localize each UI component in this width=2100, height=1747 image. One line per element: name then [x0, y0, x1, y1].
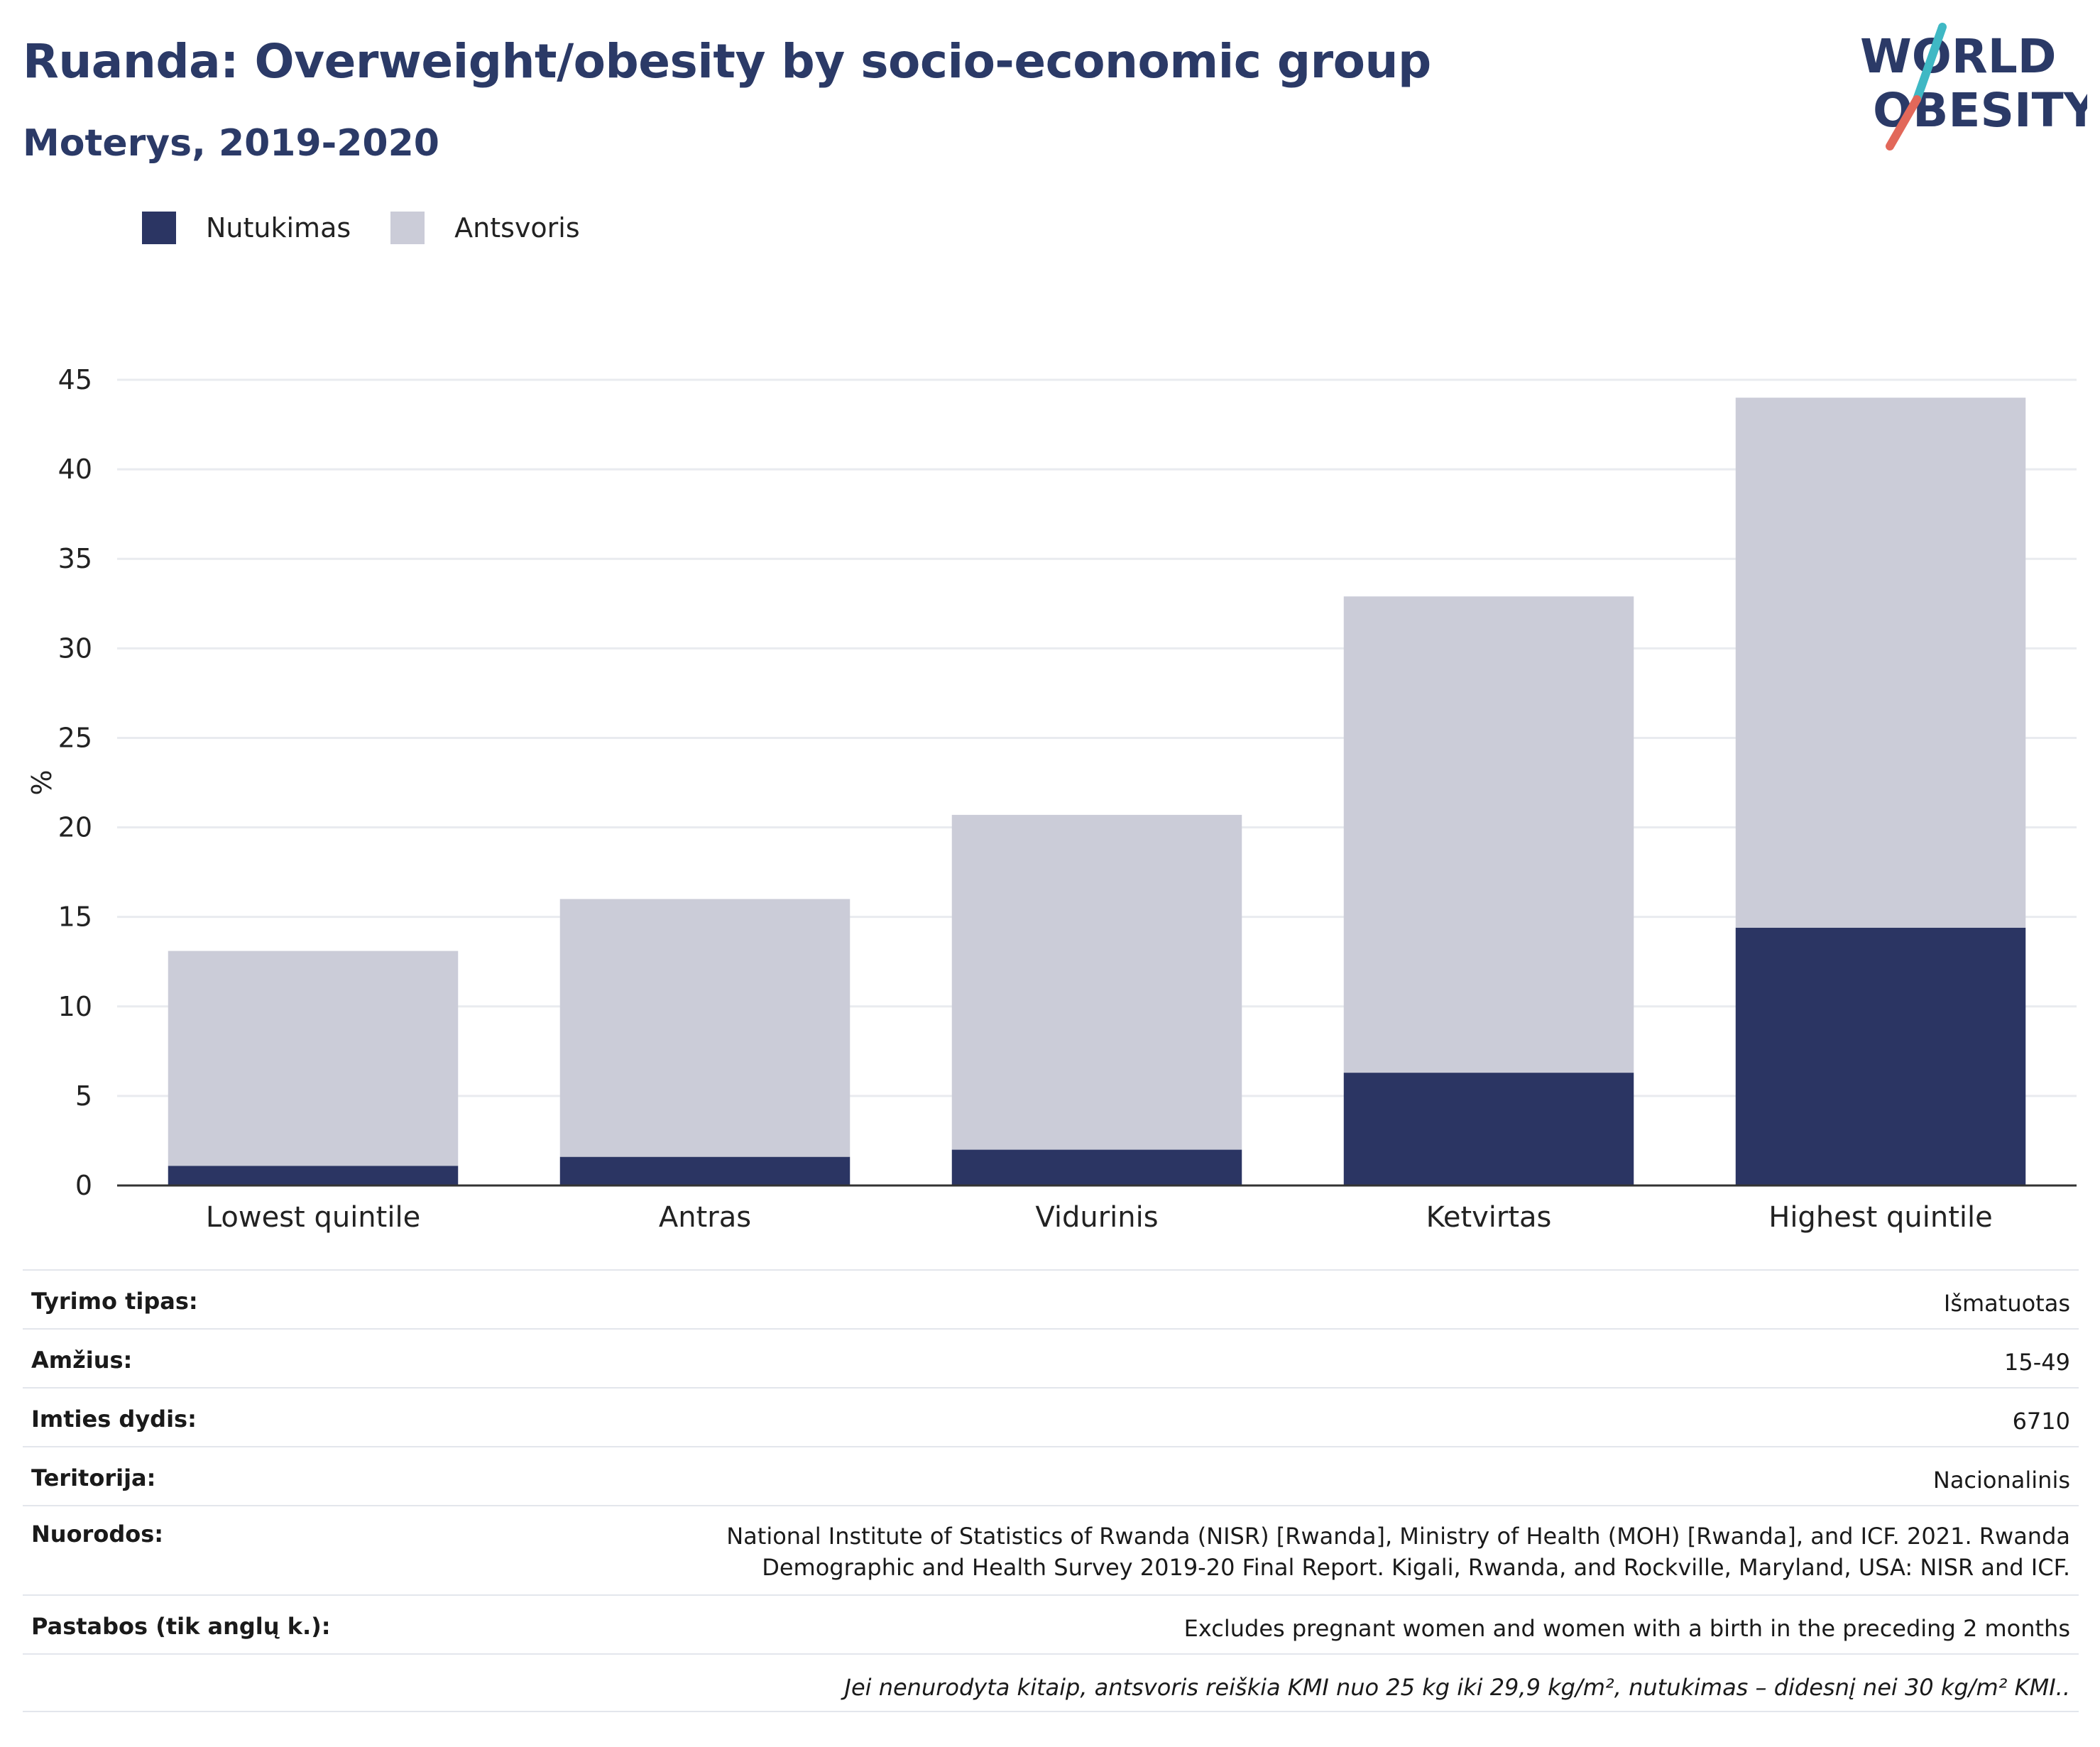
meta-label: Pastabos (tik anglų k.): — [31, 1613, 331, 1640]
bar-overweight-4 — [1735, 398, 2026, 928]
x-tick-label: Vidurinis — [1035, 1201, 1158, 1234]
y-tick-label: 0 — [75, 1170, 92, 1201]
legend-label-overweight: Antsvoris — [454, 212, 580, 243]
y-tick-label: 10 — [58, 991, 92, 1022]
meta-value: 6710 — [2012, 1408, 2070, 1435]
meta-row-territory: Teritorija: Nacionalinis — [23, 1446, 2079, 1505]
bar-overweight-3 — [1343, 596, 1634, 1073]
logo-line-world: WORLD — [1860, 29, 2057, 84]
meta-label: Teritorija: — [31, 1464, 156, 1491]
logo-slash-red — [1886, 95, 1921, 150]
logo-slash-teal — [1913, 23, 1947, 104]
world-obesity-logo: WORLD OBESITY — [1860, 23, 2087, 150]
legend-swatch-obesity — [142, 212, 176, 244]
legend-swatch-overweight — [390, 212, 425, 244]
meta-label: Tyrimo tipas: — [31, 1288, 198, 1315]
meta-value: National Institute of Statistics of Rwan… — [726, 1523, 2070, 1581]
bar-obesity-0 — [168, 1166, 459, 1185]
bar-obesity-4 — [1735, 927, 2026, 1185]
bar-overweight-0 — [168, 951, 459, 1166]
bar-overweight-2 — [951, 814, 1242, 1150]
chart-title: Ruanda: Overweight/obesity by socio-econ… — [23, 34, 1431, 89]
x-tick-label: Antras — [659, 1201, 751, 1234]
meta-row-sample-size: Imties dydis: 6710 — [23, 1387, 2079, 1446]
meta-row-notes: Pastabos (tik anglų k.): Excludes pregna… — [23, 1594, 2079, 1653]
chart-subtitle: Moterys, 2019-2020 — [23, 122, 439, 165]
meta-row-footnote: Jei nenurodyta kitaip, antsvoris reiškia… — [23, 1653, 2079, 1712]
bars — [168, 398, 2026, 1185]
meta-value: Excludes pregnant women and women with a… — [1183, 1615, 2070, 1642]
y-tick-label: 40 — [58, 454, 92, 485]
y-tick-label: 20 — [58, 812, 92, 843]
x-tick-label: Ketvirtas — [1426, 1201, 1552, 1234]
meta-value: Nacionalinis — [1932, 1467, 2070, 1494]
stacked-bar-chart: 0 5 10 15 20 25 30 35 40 45 Lowest quintile Antras… — [26, 364, 2077, 1234]
x-tick-label: Lowest quintile — [206, 1201, 420, 1234]
y-axis-ticks: 0 5 10 15 20 25 30 35 40 45 — [58, 364, 92, 1201]
x-tick-label: Highest quintile — [1768, 1201, 1993, 1234]
meta-footnote: Jei nenurodyta kitaip, antsvoris reiškia… — [844, 1674, 2071, 1701]
bar-obesity-3 — [1343, 1073, 1634, 1185]
meta-row-survey-type: Tyrimo tipas: Išmatuotas — [23, 1269, 2079, 1328]
y-tick-label: 35 — [58, 543, 92, 574]
meta-row-references: Nuorodos: National Institute of Statisti… — [23, 1505, 2079, 1594]
y-tick-label: 25 — [58, 722, 92, 753]
meta-label: Nuorodos: — [31, 1521, 164, 1548]
meta-label: Amžius: — [31, 1347, 133, 1374]
legend-item-overweight: Antsvoris — [390, 212, 580, 244]
meta-value: Išmatuotas — [1943, 1290, 2070, 1317]
legend-item-obesity: Nutukimas — [142, 212, 351, 244]
legend: Nutukimas Antsvoris — [142, 212, 620, 244]
meta-row-age: Amžius: 15-49 — [23, 1328, 2079, 1387]
metadata-table: Tyrimo tipas: Išmatuotas Amžius: 15-49 I… — [23, 1269, 2079, 1712]
meta-label: Imties dydis: — [31, 1406, 197, 1433]
x-axis-ticks: Lowest quintile Antras Vidurinis Ketvirtas H… — [206, 1201, 1993, 1234]
bar-obesity-2 — [951, 1149, 1242, 1185]
bar-overweight-1 — [559, 899, 851, 1157]
y-axis-label: % — [26, 770, 58, 795]
meta-value: 15-49 — [2004, 1349, 2070, 1376]
legend-label-obesity: Nutukimas — [206, 212, 351, 243]
y-tick-label: 45 — [58, 364, 92, 395]
bar-obesity-1 — [559, 1156, 851, 1185]
y-tick-label: 5 — [75, 1080, 92, 1112]
y-tick-label: 30 — [58, 632, 92, 664]
y-tick-label: 15 — [58, 902, 92, 933]
